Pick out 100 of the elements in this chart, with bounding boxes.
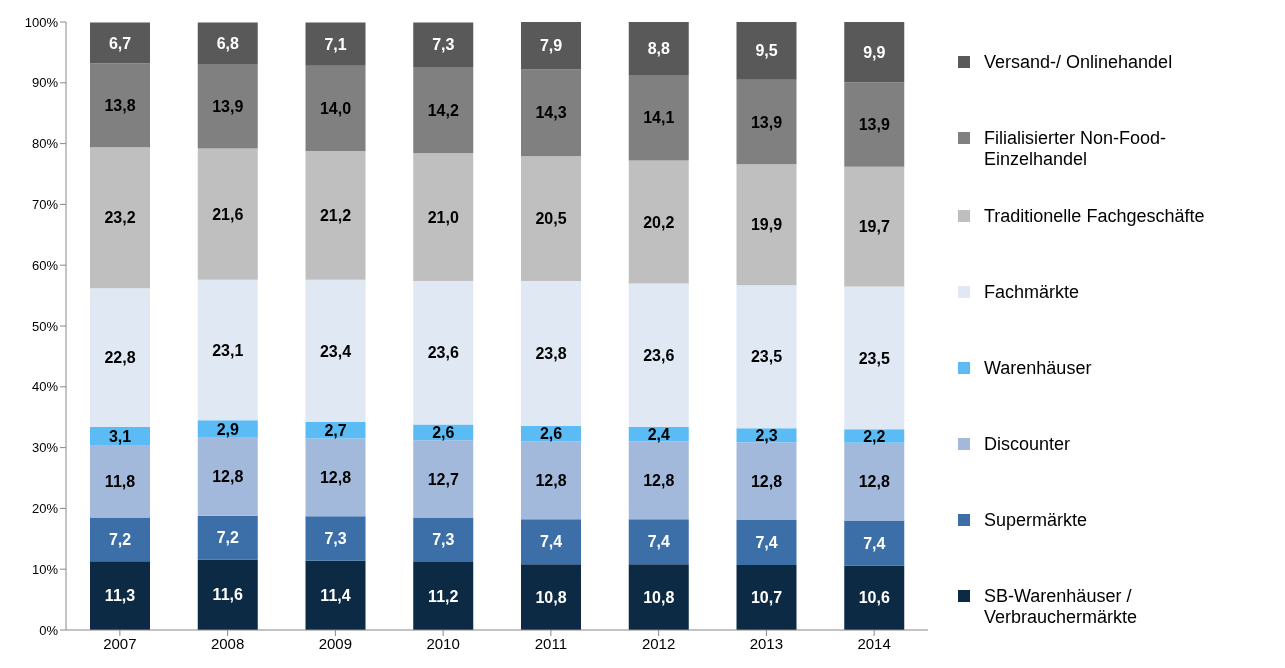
data-label: 7,4	[647, 533, 670, 551]
bar	[305, 516, 366, 561]
bar	[628, 519, 689, 565]
data-label: 20,2	[643, 213, 675, 231]
bar	[521, 281, 581, 426]
data-label: 19,9	[750, 216, 783, 234]
legend-label: SB-Warenhäuser / Verbrauchermärkte	[984, 586, 1139, 628]
data-label: 10,8	[643, 588, 675, 606]
bar	[90, 517, 150, 562]
bar	[305, 560, 366, 630]
y-tick-label: 50%	[31, 318, 59, 334]
y-tick-label: 60%	[31, 257, 59, 273]
data-label: 23,6	[427, 344, 459, 362]
bar	[305, 150, 366, 280]
data-label: 2,9	[216, 420, 239, 438]
bar	[305, 279, 366, 423]
data-label: 11,2	[428, 587, 459, 605]
bar	[90, 288, 150, 427]
data-label: 2,6	[539, 425, 563, 443]
data-label: 12,8	[319, 468, 352, 486]
data-label: 23,6	[643, 346, 675, 364]
data-label: 12,8	[643, 472, 675, 490]
data-label: 21,0	[427, 208, 459, 226]
x-tick-label: 2009	[318, 634, 353, 652]
data-label: 10,7	[750, 589, 783, 607]
x-tick-label: 2011	[534, 634, 568, 652]
y-tick-label: 90%	[31, 75, 59, 91]
legend-label: Filialisierter Non-Food-Einzelhandel	[984, 128, 1168, 170]
bar	[197, 559, 258, 630]
y-tick-label: 30%	[31, 440, 59, 456]
data-label: 12,8	[750, 472, 783, 490]
y-tick-label: 80%	[31, 136, 59, 152]
bar	[90, 147, 150, 289]
data-label: 7,4	[755, 534, 778, 552]
data-label: 10,8	[535, 588, 567, 606]
data-label: 23,1	[212, 341, 244, 359]
data-label: 7,1	[324, 35, 347, 53]
x-tick-label: 2010	[426, 634, 460, 652]
bar	[736, 79, 797, 165]
data-label: 7,3	[432, 531, 455, 549]
data-label: 14,0	[319, 99, 352, 117]
data-label: 2,4	[647, 425, 670, 443]
data-label: 14,2	[427, 101, 459, 119]
data-label: 14,3	[535, 104, 567, 122]
data-label: 13,9	[212, 97, 244, 115]
bar	[628, 74, 689, 161]
bar	[413, 153, 474, 282]
bar	[844, 520, 905, 566]
data-label: 13,8	[104, 96, 136, 114]
legend-label: Supermärkte	[984, 510, 1089, 531]
legend-label: Fachmärkte	[984, 282, 1081, 303]
bar	[736, 285, 797, 429]
data-label: 9,5	[755, 42, 778, 60]
y-tick-label: 70%	[31, 197, 59, 213]
x-tick-label: 2014	[857, 634, 891, 652]
x-tick-label: 2012	[641, 634, 676, 652]
bar	[844, 286, 905, 430]
bar	[413, 281, 474, 425]
bar	[521, 156, 581, 282]
data-label: 11,4	[320, 586, 351, 604]
legend-label: Warenhäuser	[984, 358, 1093, 379]
data-label: 2,3	[755, 426, 778, 444]
bar	[736, 164, 797, 286]
bar	[521, 22, 581, 70]
bar	[197, 22, 258, 64]
bar	[197, 148, 258, 280]
data-label: 7,4	[863, 534, 886, 552]
bar	[736, 442, 797, 520]
data-label: 11,3	[104, 587, 136, 605]
bar	[197, 63, 258, 149]
data-label: 11,6	[212, 586, 243, 604]
bar	[413, 517, 474, 562]
bar	[197, 437, 258, 516]
data-label: 14,1	[643, 109, 675, 127]
data-label: 3,1	[108, 427, 132, 445]
bar	[305, 22, 366, 66]
bar	[628, 160, 689, 284]
bar	[628, 22, 689, 75]
bar	[90, 561, 150, 630]
data-label: 21,6	[212, 205, 244, 223]
data-label: 2,7	[324, 421, 347, 439]
data-label: 6,8	[216, 34, 239, 52]
bar	[305, 438, 366, 517]
legend-label: Discounter	[984, 434, 1072, 455]
data-label: 7,3	[324, 530, 347, 548]
y-tick-label: 40%	[31, 379, 59, 395]
bar	[736, 564, 797, 630]
y-tick-label: 100%	[24, 14, 59, 30]
data-label: 11,8	[104, 473, 136, 491]
x-tick-label: 2008	[210, 634, 245, 652]
bar	[197, 515, 258, 560]
data-label: 23,4	[319, 342, 352, 360]
bar	[628, 283, 689, 427]
legend-label: Traditionelle Fachgeschäfte	[984, 206, 1206, 227]
bar	[413, 22, 474, 67]
bar	[521, 441, 581, 520]
data-label: 23,5	[750, 348, 783, 366]
bar	[90, 63, 150, 148]
data-label: 7,3	[432, 36, 455, 54]
bar	[90, 22, 150, 64]
